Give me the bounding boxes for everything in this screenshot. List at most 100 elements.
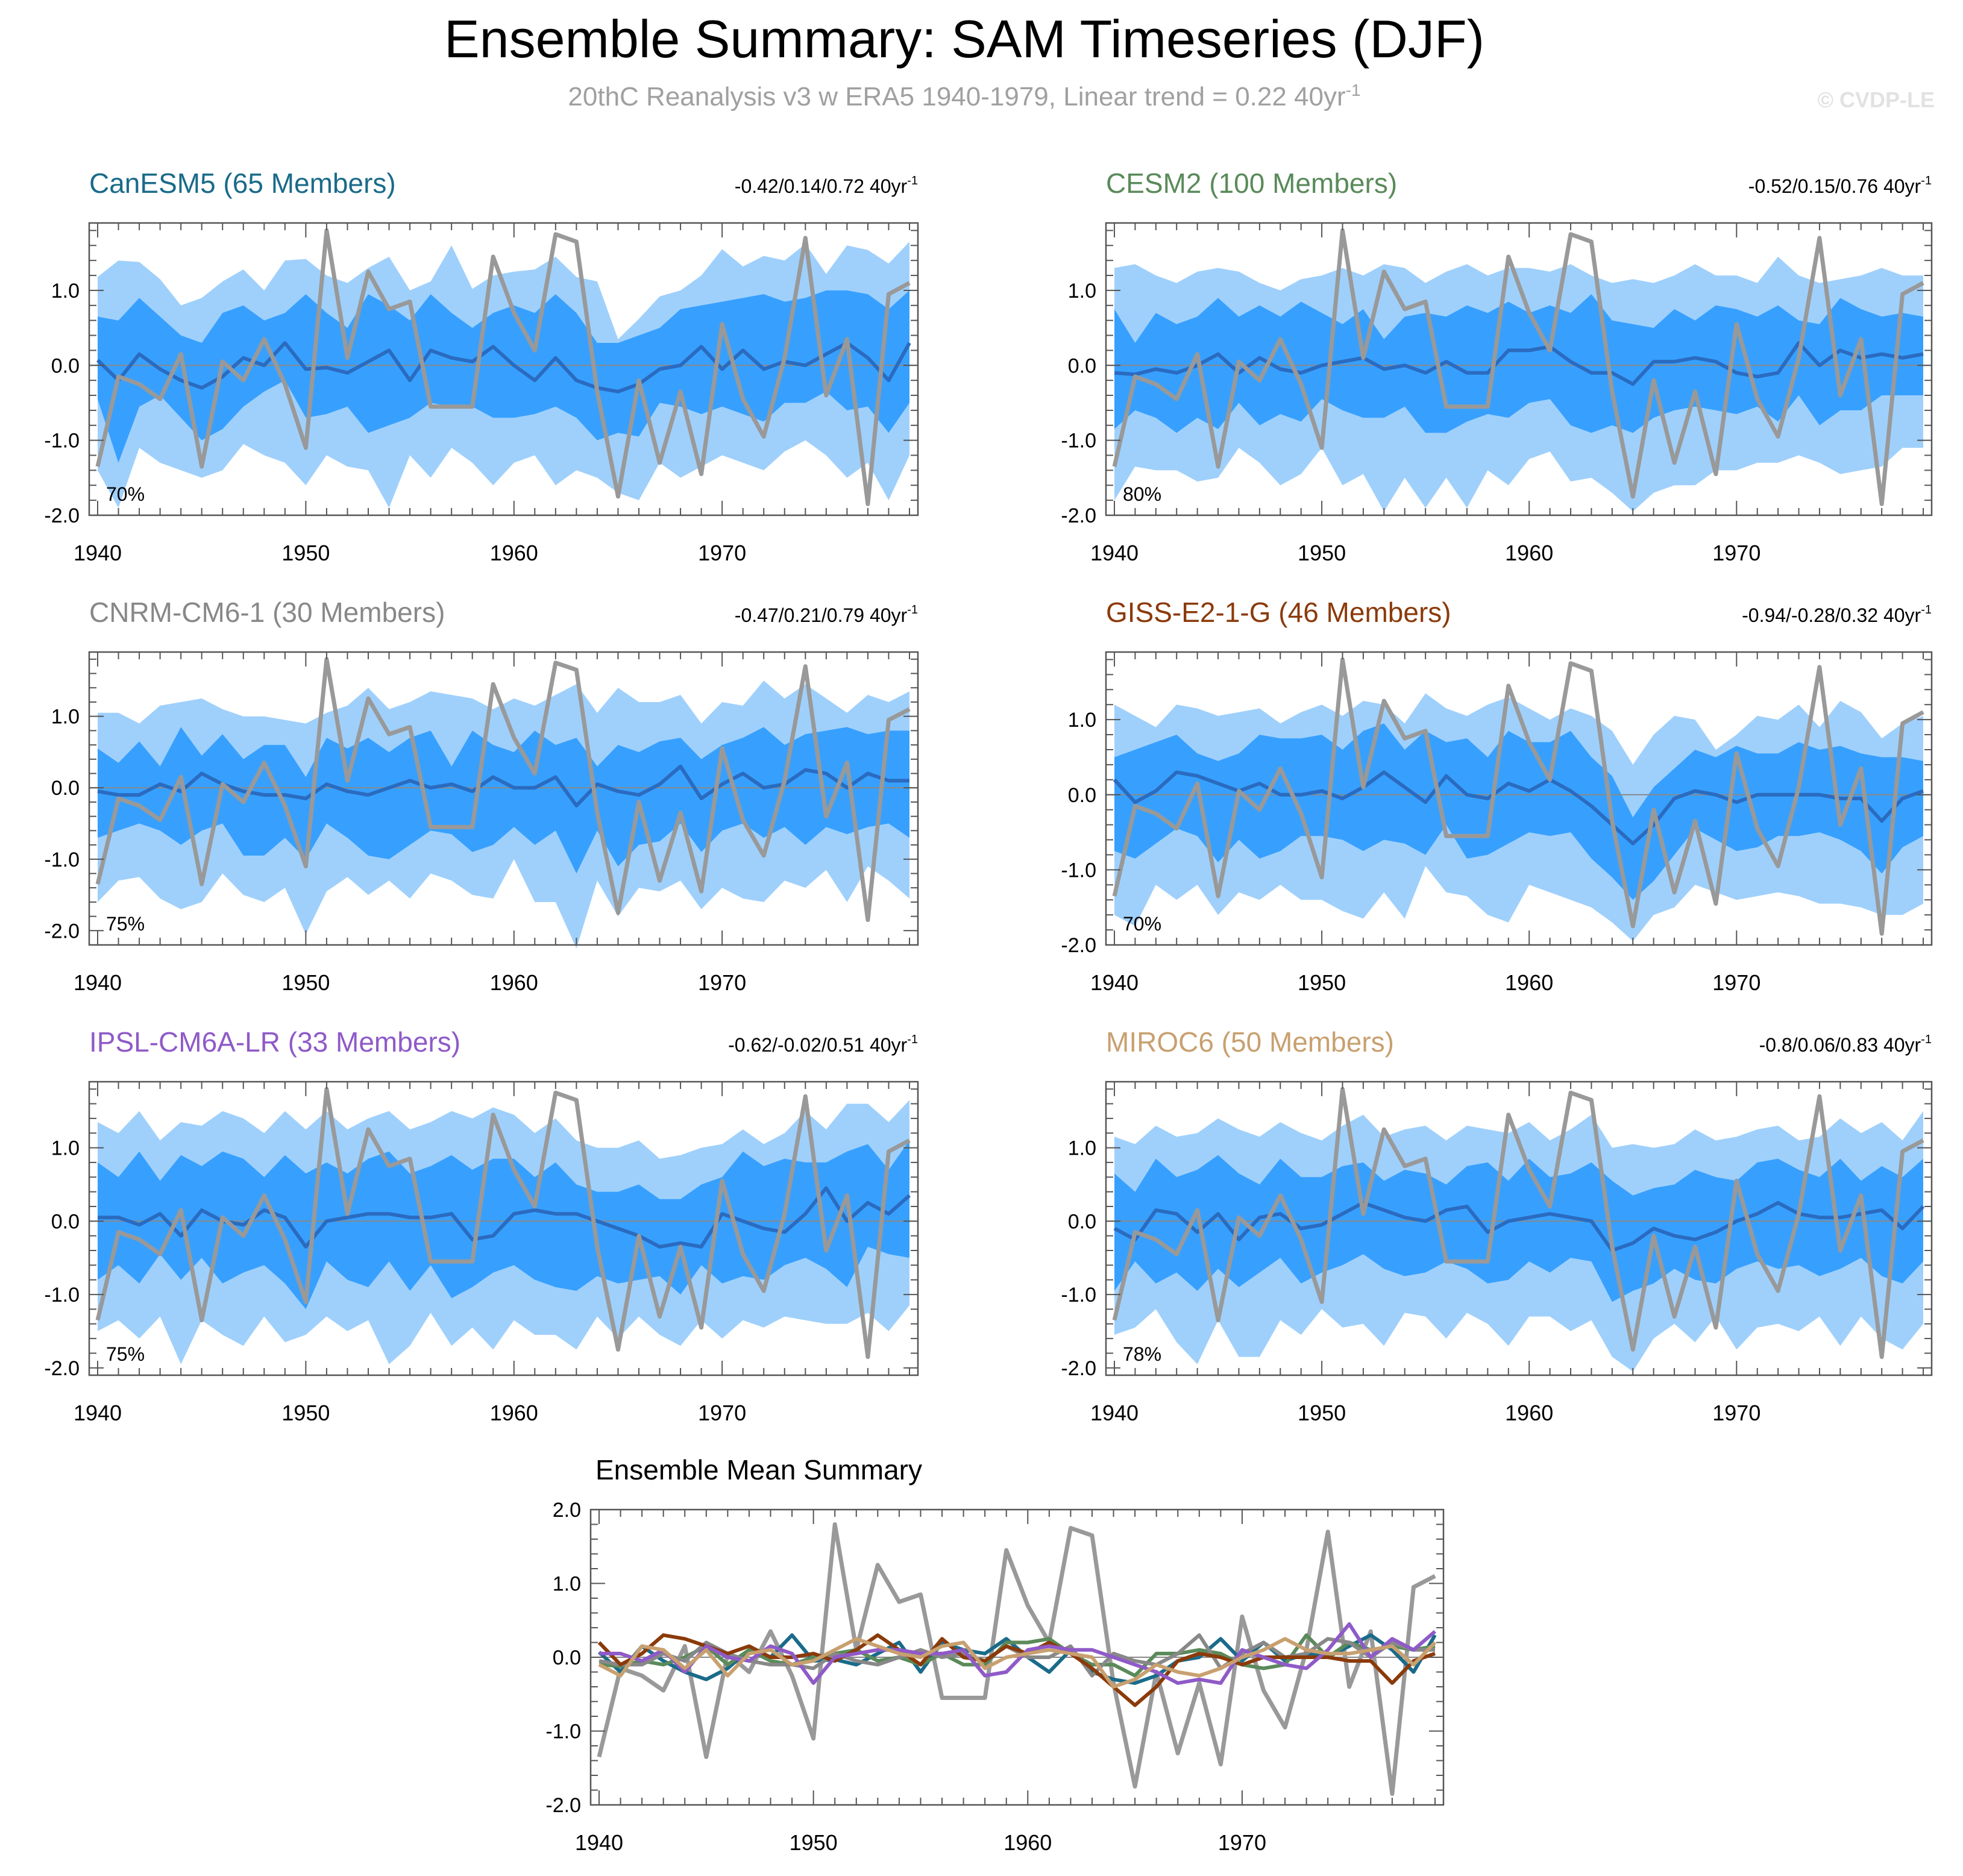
subtitle-superscript: -1 xyxy=(1346,81,1361,99)
chart-panel-4: GISS-E2-1-G (46 Members) -0.94/-0.28/0.32… xyxy=(1061,597,1933,995)
ensemble-mean-line xyxy=(97,764,909,808)
trend-label: -0.94/-0.28/0.32 40yr-1 xyxy=(1742,603,1932,626)
y-tick-label: 0.0 xyxy=(1068,784,1096,807)
x-tick-label: 1940 xyxy=(575,1830,623,1855)
percent-label: 75% xyxy=(106,913,145,935)
trend-superscript: -1 xyxy=(907,1033,918,1046)
percent-label: 78% xyxy=(1123,1343,1161,1365)
x-tick-label: 1940 xyxy=(1090,1401,1139,1425)
x-tick-label: 1950 xyxy=(790,1830,838,1855)
figure-subtitle: 20thC Reanalysis v3 w ERA5 1940-1979, Li… xyxy=(568,81,1360,111)
chart-panel-1: CanESM5 (65 Members) -0.42/0.14/0.72 40yr… xyxy=(44,168,919,565)
x-tick-label: 1960 xyxy=(490,541,538,565)
chart-panel-7: Ensemble Mean Summary 2.0 1.0 0.0 -1.0 -2.0 19… xyxy=(545,1454,1445,1855)
y-tick-label: 1.0 xyxy=(1068,1137,1096,1160)
watermark: © CVDP-LE xyxy=(1817,87,1935,112)
x-tick-label: 1950 xyxy=(1298,541,1346,565)
trend-text: -0.47/0.21/0.79 40yr xyxy=(735,604,908,626)
inner-percentile-band xyxy=(1114,1155,1923,1302)
trend-superscript: -1 xyxy=(1921,603,1932,616)
y-tick-label: 1.0 xyxy=(51,706,80,729)
x-tick-label: 1970 xyxy=(698,541,746,565)
percent-label: 70% xyxy=(106,483,145,505)
observations-line xyxy=(1112,228,1924,506)
plot-frame xyxy=(88,651,919,946)
ensemble-mean-line xyxy=(96,341,911,394)
chart-panel-2: CESM2 (100 Members) -0.52/0.15/0.76 40yr-… xyxy=(1061,168,1933,565)
trend-superscript: -1 xyxy=(1921,1033,1932,1046)
y-tick-label: 1.0 xyxy=(553,1573,581,1596)
observations-line xyxy=(1112,657,1924,936)
inner-percentile-band xyxy=(98,290,909,463)
percent-label: 75% xyxy=(106,1343,145,1365)
series-line-giss-e2-1-g xyxy=(597,1633,1436,1707)
series-line-ipsl-cm6a-lr xyxy=(599,1622,1436,1685)
panel-title: CESM2 (100 Members) xyxy=(1106,168,1397,199)
y-tick-label: 0.0 xyxy=(51,354,80,377)
x-tick-label: 1950 xyxy=(281,1401,330,1425)
trend-label: -0.42/0.14/0.72 40yr-1 xyxy=(735,174,918,197)
x-tick-label: 1960 xyxy=(490,1401,538,1425)
figure-title: Ensemble Summary: SAM Timeseries (DJF) xyxy=(444,9,1484,69)
plot-frame xyxy=(88,222,919,516)
panel-title: Ensemble Mean Summary xyxy=(595,1454,922,1485)
y-tick-label: -2.0 xyxy=(1061,934,1096,957)
y-tick-label: -2.0 xyxy=(545,1794,581,1817)
y-tick-label: -1.0 xyxy=(44,849,80,871)
trend-superscript: -1 xyxy=(907,174,918,187)
y-tick-label: -2.0 xyxy=(44,1357,80,1380)
panel-title: IPSL-CM6A-LR (33 Members) xyxy=(89,1026,460,1058)
y-tick-label: -1.0 xyxy=(44,1284,80,1307)
panel-title: CanESM5 (65 Members) xyxy=(89,168,396,199)
plot-frame xyxy=(1105,1081,1933,1376)
y-tick-label: 0.0 xyxy=(51,1210,80,1233)
y-tick-label: -1.0 xyxy=(1061,1284,1096,1307)
series-line-miroc6 xyxy=(598,1637,1437,1689)
y-tick-label: -1.0 xyxy=(1061,430,1096,453)
x-tick-label: 1950 xyxy=(1298,970,1346,995)
y-tick-label: -1.0 xyxy=(1061,859,1096,882)
percent-label: 70% xyxy=(1123,913,1161,935)
observations-line xyxy=(95,228,911,506)
x-tick-label: 1950 xyxy=(281,970,330,995)
plot-frame xyxy=(1105,222,1933,516)
panel-title: GISS-E2-1-G (46 Members) xyxy=(1106,597,1451,628)
x-tick-label: 1940 xyxy=(74,541,122,565)
inner-percentile-band xyxy=(98,727,909,874)
y-tick-label: -2.0 xyxy=(1061,504,1096,527)
inner-percentile-band xyxy=(1114,723,1923,900)
y-tick-label: -2.0 xyxy=(44,920,80,943)
x-tick-label: 1960 xyxy=(490,970,538,995)
trend-label: -0.47/0.21/0.79 40yr-1 xyxy=(735,603,918,626)
inner-percentile-band xyxy=(1114,294,1923,433)
y-tick-label: 1.0 xyxy=(51,1137,80,1160)
panel-title: MIROC6 (50 Members) xyxy=(1106,1026,1394,1058)
y-tick-label: 1.0 xyxy=(1068,280,1096,303)
trend-label: -0.8/0.06/0.83 40yr-1 xyxy=(1759,1033,1932,1056)
trend-label: -0.62/-0.02/0.51 40yr-1 xyxy=(728,1033,918,1056)
ensemble-mean-line xyxy=(98,1186,911,1249)
trend-label: -0.52/0.15/0.76 40yr-1 xyxy=(1748,174,1932,197)
panels: CanESM5 (65 Members) -0.42/0.14/0.72 40yr… xyxy=(44,168,1933,1855)
y-tick-label: -1.0 xyxy=(545,1721,581,1743)
y-tick-label: 0.0 xyxy=(553,1646,581,1669)
trend-text: -0.62/-0.02/0.51 40yr xyxy=(728,1034,907,1056)
x-tick-label: 1960 xyxy=(1505,1401,1553,1425)
trend-text: -0.42/0.14/0.72 40yr xyxy=(735,175,908,197)
x-tick-label: 1950 xyxy=(1298,1401,1346,1425)
x-tick-label: 1960 xyxy=(1505,541,1553,565)
y-tick-label: -2.0 xyxy=(44,504,80,527)
trend-text: -0.8/0.06/0.83 40yr xyxy=(1759,1034,1921,1056)
plot-frame xyxy=(88,1081,919,1376)
y-tick-label: 0.0 xyxy=(1068,1210,1096,1233)
x-tick-label: 1960 xyxy=(1505,970,1553,995)
trend-text: -0.94/-0.28/0.32 40yr xyxy=(1742,604,1921,626)
x-tick-label: 1940 xyxy=(74,1401,122,1425)
ensemble-mean-line xyxy=(1114,341,1924,386)
x-tick-label: 1970 xyxy=(1712,1401,1760,1425)
trend-superscript: -1 xyxy=(1921,174,1932,187)
y-tick-label: -2.0 xyxy=(1061,1357,1096,1380)
observations-line xyxy=(1112,1087,1924,1360)
trend-superscript: -1 xyxy=(907,603,918,616)
